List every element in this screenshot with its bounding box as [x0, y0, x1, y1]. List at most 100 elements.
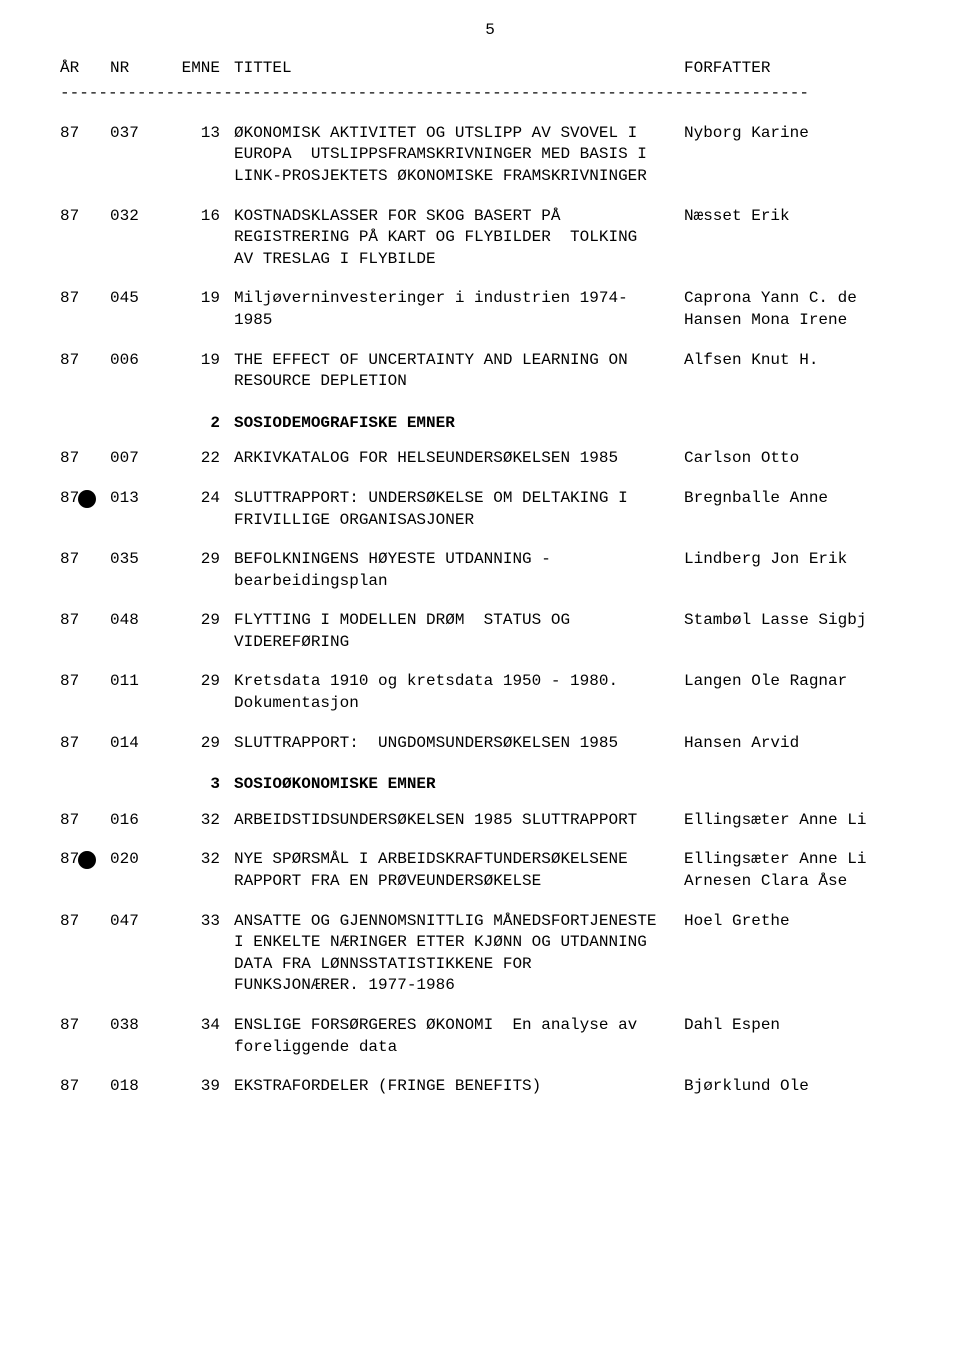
- cell-tittel: EKSTRAFORDELER (FRINGE BENEFITS): [234, 1076, 684, 1098]
- cell-emne: 29: [168, 733, 234, 755]
- cell-tittel: THE EFFECT OF UNCERTAINTY AND LEARNING O…: [234, 350, 684, 393]
- cell-emne: 22: [168, 448, 234, 470]
- cell-nr: 007: [110, 448, 168, 470]
- table-row: 8703529BEFOLKNINGENS HØYESTE UTDANNING -…: [60, 549, 920, 592]
- cell-nr: 047: [110, 911, 168, 933]
- cell-ar: 87: [60, 733, 110, 755]
- cell-nr: 014: [110, 733, 168, 755]
- cell-emne: 29: [168, 671, 234, 693]
- cell-ar: 87: [60, 549, 110, 571]
- cell-emne: 32: [168, 849, 234, 871]
- cell-emne: 13: [168, 123, 234, 145]
- cell-tittel: ØKONOMISK AKTIVITET OG UTSLIPP AV SVOVEL…: [234, 123, 684, 188]
- cell-emne: 29: [168, 610, 234, 632]
- cell-forfatter: Dahl Espen: [684, 1015, 920, 1037]
- cell-emne: 34: [168, 1015, 234, 1037]
- header-forfatter: FORFATTER: [684, 58, 920, 80]
- cell-forfatter: Ellingsæter Anne Li Arnesen Clara Åse: [684, 849, 920, 892]
- table-row: 8701429SLUTTRAPPORT: UNGDOMSUNDERSØKELSE…: [60, 733, 920, 755]
- cell-nr: 037: [110, 123, 168, 145]
- section-heading: 3SOSIOØKONOMISKE EMNER: [60, 774, 920, 796]
- header-ar: ÅR: [60, 58, 110, 80]
- cell-forfatter: Hoel Grethe: [684, 911, 920, 933]
- cell-emne: 32: [168, 810, 234, 832]
- table-body: 8703713ØKONOMISK AKTIVITET OG UTSLIPP AV…: [60, 123, 920, 1098]
- table-row: 8703216KOSTNADSKLASSER FOR SKOG BASERT P…: [60, 206, 920, 271]
- hole-punch-icon: [78, 490, 96, 508]
- table-row: 8704519Miljøverninvesteringer i industri…: [60, 288, 920, 331]
- cell-forfatter: Langen Ole Ragnar: [684, 671, 920, 693]
- cell-emne: 33: [168, 911, 234, 933]
- table-row: 8704733ANSATTE OG GJENNOMSNITTLIG MÅNEDS…: [60, 911, 920, 997]
- cell-forfatter: Nyborg Karine: [684, 123, 920, 145]
- cell-tittel: SLUTTRAPPORT: UNDERSØKELSE OM DELTAKING …: [234, 488, 684, 531]
- header-emne: EMNE: [168, 58, 234, 80]
- cell-forfatter: Bjørklund Ole: [684, 1076, 920, 1098]
- cell-emne: 16: [168, 206, 234, 228]
- cell-forfatter: Lindberg Jon Erik: [684, 549, 920, 571]
- cell-nr: 038: [110, 1015, 168, 1037]
- cell-ar: 87: [60, 206, 110, 228]
- table-row: 8704829FLYTTING I MODELLEN DRØM STATUS O…: [60, 610, 920, 653]
- cell-ar: 87: [60, 288, 110, 310]
- table-row: 8703834ENSLIGE FORSØRGERES ØKONOMI En an…: [60, 1015, 920, 1058]
- table-row: 8701324SLUTTRAPPORT: UNDERSØKELSE OM DEL…: [60, 488, 920, 531]
- cell-ar: 87: [60, 350, 110, 372]
- header-tittel: TITTEL: [234, 58, 684, 80]
- page-number: 5: [60, 20, 920, 42]
- cell-emne: 29: [168, 549, 234, 571]
- cell-ar: 87: [60, 448, 110, 470]
- table-row: 8701632ARBEIDSTIDSUNDERSØKELSEN 1985 SLU…: [60, 810, 920, 832]
- table-row: 8703713ØKONOMISK AKTIVITET OG UTSLIPP AV…: [60, 123, 920, 188]
- section-number: 3: [168, 774, 234, 796]
- cell-ar: 87: [60, 671, 110, 693]
- cell-nr: 045: [110, 288, 168, 310]
- table-row: 8700619THE EFFECT OF UNCERTAINTY AND LEA…: [60, 350, 920, 393]
- cell-nr: 032: [110, 206, 168, 228]
- cell-tittel: ARBEIDSTIDSUNDERSØKELSEN 1985 SLUTTRAPPO…: [234, 810, 684, 832]
- cell-nr: 048: [110, 610, 168, 632]
- section-title: SOSIOØKONOMISKE EMNER: [234, 774, 684, 796]
- cell-nr: 035: [110, 549, 168, 571]
- cell-tittel: ARKIVKATALOG FOR HELSEUNDERSØKELSEN 1985: [234, 448, 684, 470]
- cell-ar: 87: [60, 810, 110, 832]
- cell-emne: 39: [168, 1076, 234, 1098]
- cell-emne: 24: [168, 488, 234, 510]
- section-number: 2: [168, 413, 234, 435]
- cell-nr: 013: [110, 488, 168, 510]
- cell-nr: 006: [110, 350, 168, 372]
- table-row: 8702032NYE SPØRSMÅL I ARBEIDSKRAFTUNDERS…: [60, 849, 920, 892]
- cell-ar: 87: [60, 1015, 110, 1037]
- cell-tittel: BEFOLKNINGENS HØYESTE UTDANNING -bearbei…: [234, 549, 684, 592]
- cell-tittel: Miljøverninvesteringer i industrien 1974…: [234, 288, 684, 331]
- table-row: 8701129Kretsdata 1910 og kretsdata 1950 …: [60, 671, 920, 714]
- cell-tittel: FLYTTING I MODELLEN DRØM STATUS OG VIDER…: [234, 610, 684, 653]
- cell-tittel: NYE SPØRSMÅL I ARBEIDSKRAFTUNDERSØKELSEN…: [234, 849, 684, 892]
- cell-forfatter: Næsset Erik: [684, 206, 920, 228]
- section-heading: 2SOSIODEMOGRAFISKE EMNER: [60, 413, 920, 435]
- cell-nr: 016: [110, 810, 168, 832]
- header-nr: NR: [110, 58, 168, 80]
- cell-ar: 87: [60, 123, 110, 145]
- cell-nr: 018: [110, 1076, 168, 1098]
- cell-forfatter: Carlson Otto: [684, 448, 920, 470]
- cell-nr: 011: [110, 671, 168, 693]
- header-divider: ----------------------------------------…: [60, 83, 920, 105]
- cell-forfatter: Hansen Arvid: [684, 733, 920, 755]
- cell-ar: 87: [60, 911, 110, 933]
- cell-tittel: ANSATTE OG GJENNOMSNITTLIG MÅNEDSFORTJEN…: [234, 911, 684, 997]
- cell-nr: 020: [110, 849, 168, 871]
- cell-tittel: SLUTTRAPPORT: UNGDOMSUNDERSØKELSEN 1985: [234, 733, 684, 755]
- table-row: 8701839EKSTRAFORDELER (FRINGE BENEFITS)B…: [60, 1076, 920, 1098]
- cell-ar: 87: [60, 1076, 110, 1098]
- cell-forfatter: Stambøl Lasse Sigbj: [684, 610, 920, 632]
- cell-forfatter: Ellingsæter Anne Li: [684, 810, 920, 832]
- cell-forfatter: Alfsen Knut H.: [684, 350, 920, 372]
- cell-emne: 19: [168, 350, 234, 372]
- table-row: 8700722ARKIVKATALOG FOR HELSEUNDERSØKELS…: [60, 448, 920, 470]
- cell-emne: 19: [168, 288, 234, 310]
- cell-tittel: KOSTNADSKLASSER FOR SKOG BASERT PÅ REGIS…: [234, 206, 684, 271]
- table-header: ÅR NR EMNE TITTEL FORFATTER: [60, 58, 920, 80]
- cell-forfatter: Bregnballe Anne: [684, 488, 920, 510]
- section-title: SOSIODEMOGRAFISKE EMNER: [234, 413, 684, 435]
